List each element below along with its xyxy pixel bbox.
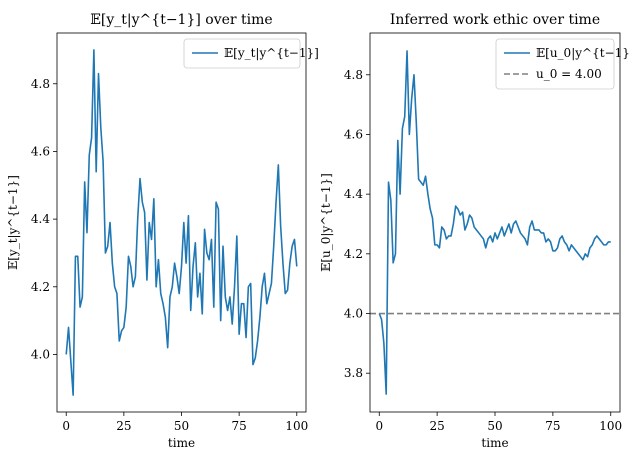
legend-label: u_0 = 4.00 (536, 67, 602, 81)
x-axis-label: time (481, 436, 508, 450)
y-tick-label: 3.8 (344, 366, 363, 380)
chart-2: Inferred work ethic over time 0 25 50 75 100 3… (319, 12, 629, 450)
y-tick-label: 4.2 (344, 247, 363, 261)
chart-title: Inferred work ethic over time (390, 12, 600, 28)
x-tick-label: 0 (62, 419, 70, 433)
series-line (65, 49, 298, 396)
y-axis-label: 𝔼[u_0|y^{t−1}] (319, 173, 333, 272)
x-axis-label: time (168, 436, 195, 450)
y-tick-label: 4.8 (344, 68, 363, 82)
x-tick-label: 75 (231, 419, 246, 433)
legend-label: 𝔼[u_0|y^{t−1}] (536, 46, 629, 60)
x-tick-label: 50 (487, 419, 502, 433)
legend: 𝔼[u_0|y^{t−1}] u_0 = 4.00 (495, 38, 629, 90)
y-tick-label: 4.0 (31, 347, 50, 361)
y-tick-label: 4.6 (31, 144, 50, 158)
x-tick-label: 25 (116, 419, 131, 433)
x-tick-label: 75 (545, 419, 560, 433)
x-tick-label: 100 (285, 419, 308, 433)
y-axis-label: 𝔼[y_t|y^{t−1}] (6, 175, 20, 270)
y-tick-label: 4.0 (344, 307, 363, 321)
y-tick-label: 4.2 (31, 280, 50, 294)
x-tick-label: 0 (375, 419, 383, 433)
x-tick-label: 50 (174, 419, 189, 433)
x-tick-label: 100 (599, 419, 622, 433)
legend-box (183, 38, 301, 69)
series-line (378, 50, 611, 395)
y-tick-label: 4.4 (344, 187, 363, 201)
legend-box (495, 38, 615, 90)
y-tick-label: 4.6 (344, 127, 363, 141)
legend: 𝔼[y_t|y^{t−1}] (183, 38, 319, 69)
legend-label: 𝔼[y_t|y^{t−1}] (224, 46, 319, 60)
y-tick-label: 4.4 (31, 212, 50, 226)
x-tick-label: 25 (429, 419, 444, 433)
chart-title: 𝔼[y_t|y^{t−1}] over time (90, 12, 272, 28)
y-tick-label: 4.8 (31, 77, 50, 91)
chart-1: 𝔼[y_t|y^{t−1}] over time 0 25 50 75 100 4.0 4.2… (6, 12, 319, 450)
